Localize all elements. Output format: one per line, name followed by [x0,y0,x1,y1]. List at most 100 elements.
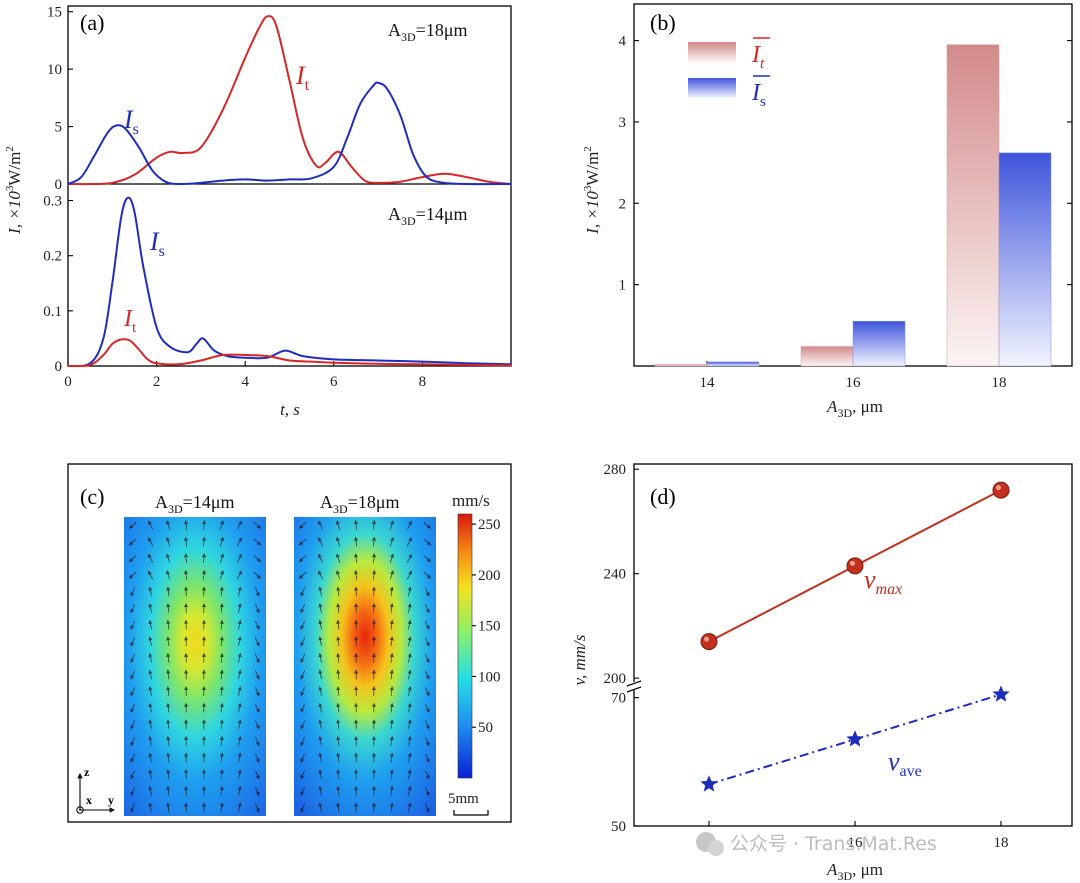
flow-arrow [300,620,306,630]
flow-arrow [424,770,430,780]
ytick-label-b: 4 [619,34,627,50]
flow-arrow [407,686,412,696]
flow-arrow [130,587,136,597]
ytick-label-a-1: 0 [55,359,63,375]
flow-arrow [372,553,376,564]
flow-arrow [130,736,136,747]
point-vave-18 [992,685,1010,702]
flow-arrow [336,785,341,796]
flow-arrow [166,702,171,713]
flow-arrow [237,719,242,730]
flow-arrow [166,603,171,613]
colorbar-unit: mm/s [452,491,490,510]
flow-arrow [253,555,262,563]
ytick-label-b: 2 [619,196,627,212]
flow-arrow [424,620,430,630]
flow-arrow [130,637,136,647]
xtick-label-a: 4 [241,374,249,390]
flow-arrow [254,753,260,763]
flow-arrow [166,652,171,663]
flow-arrow [354,520,358,530]
point-vmax-16 [846,557,864,575]
colorbar-tick-label: 150 [478,619,501,635]
ytick-label-d-lower: 70 [611,691,626,707]
flow-arrow [389,586,394,597]
flow-arrow [148,570,154,580]
flow-arrow [237,636,242,647]
ylabel-d: v, mm/s [570,634,589,685]
flow-arrow [424,753,430,763]
flow-arrow [336,586,341,597]
flow-arrow [318,669,323,680]
flow-arrow [166,785,171,796]
axis-break [626,680,642,693]
panel-b: (b) 1 2 3 4 14 16 18 It Is I, ×103W/m2 A3D, μm [582,3,1073,420]
legend-label-It: It [751,42,765,72]
series-line-Is-a0 [68,81,512,186]
ytick-label-a-0: 0 [55,177,63,193]
scale-bar-label: 5mm [448,791,479,807]
ytick-label-d-upper: 280 [604,462,627,478]
panel-d: (d) 2002402805070141618 vmax vave v, mm/… [570,462,1073,883]
flow-arrow [424,687,430,697]
flow-arrow [237,669,242,680]
flow-arrow [130,653,136,664]
flow-arrow [318,553,324,563]
bar-Is-14 [706,361,760,367]
colorbar-tick-label: 50 [478,720,493,736]
flow-arrow [130,753,136,763]
flow-arrow [389,636,394,647]
flow-arrow [237,653,242,663]
flow-arrow [300,637,306,647]
flow-arrow [318,769,323,779]
flow-arrow [336,553,341,563]
flow-arrow [389,686,394,696]
annotation-a-top: A3D=18μm [388,20,467,44]
flow-arrow [406,553,412,563]
flow-arrow [219,802,224,813]
xlabel-a: t, s [280,400,300,419]
flow-arrow [300,703,306,713]
flow-arrow [254,604,260,614]
flow-arrow [219,669,224,680]
flow-arrow [336,652,341,663]
flow-arrow [148,586,153,597]
flow-arrow [148,669,153,680]
triad-x-center [79,809,81,811]
triad-x-label: x [86,793,92,807]
flow-arrow [130,786,136,796]
flow-arrow [166,669,171,680]
ytick-label-a-0: 15 [47,5,62,21]
flow-arrow [184,569,188,580]
flow-arrow [407,669,412,680]
flow-arrow [253,521,262,529]
flow-arrow [148,785,153,796]
flow-arrow [254,703,260,713]
colorbar-tick-label: 100 [478,669,501,685]
flow-arrow [236,570,242,580]
flow-arrow [300,770,306,780]
flow-arrow [148,752,153,763]
flow-arrow [166,735,171,746]
flow-arrow [407,719,412,730]
flow-arrow [389,702,394,713]
flow-arrow [254,653,260,664]
flow-arrow [424,736,430,747]
annotation-a-bottom: A3D=14μm [388,204,467,228]
flow-arrow [237,802,242,813]
ytick-label-a-1: 0.1 [43,304,62,320]
label-a-top-It: It [295,61,310,94]
flow-arrow [389,570,394,580]
flow-arrow [166,536,171,547]
flow-arrow [148,520,154,530]
flow-arrow [237,752,242,763]
flow-arrow [389,619,394,630]
flow-arrow [389,735,394,746]
flow-arrow [219,570,224,580]
flow-arrow [318,802,323,813]
label-a-top-Is: Is [123,105,139,138]
flow-arrow [237,736,242,746]
bar-It-16 [800,346,854,367]
flow-arrow [389,769,394,779]
flow-arrow [389,536,394,547]
